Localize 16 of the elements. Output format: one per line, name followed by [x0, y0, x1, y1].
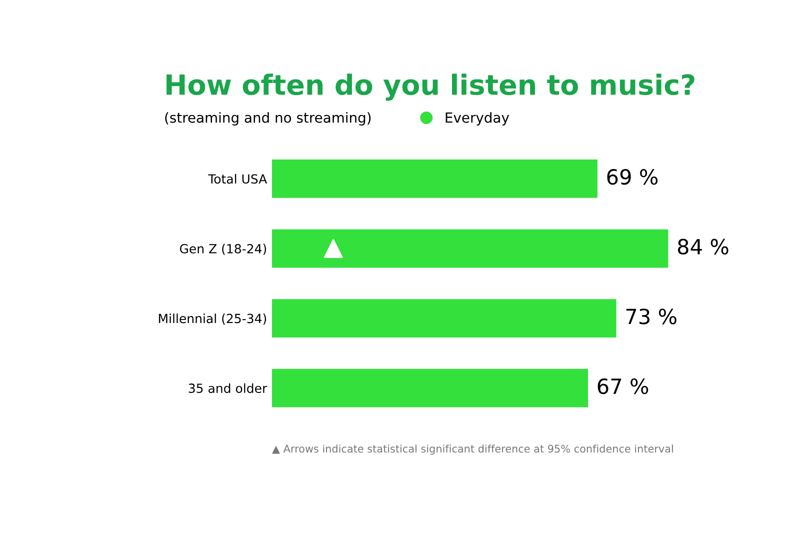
bar: [272, 160, 598, 198]
y-tick-label: 35 and older: [188, 383, 268, 393]
data-label: 69 %: [607, 169, 658, 185]
data-label: 67 %: [598, 378, 648, 394]
y-tick-label: Gen Z (18-24): [180, 244, 266, 255]
text: ▲ Arrows indicate statistical significant difference at 95% confidence interval: [272, 444, 673, 455]
chart-title: How often do you listen to music?: [166, 74, 694, 101]
y-tick-label: Millennial (25-34): [158, 314, 266, 325]
data-label: 73 %: [626, 308, 676, 324]
data-label: 84 %: [678, 238, 728, 255]
y-tick-label: Total USA: [208, 174, 268, 184]
legend-label: Everyday: [446, 112, 510, 126]
chart-subtitle: (streaming and no streaming): [165, 112, 371, 126]
bar: [272, 229, 668, 268]
bar: [272, 299, 616, 338]
bar: [272, 368, 588, 408]
